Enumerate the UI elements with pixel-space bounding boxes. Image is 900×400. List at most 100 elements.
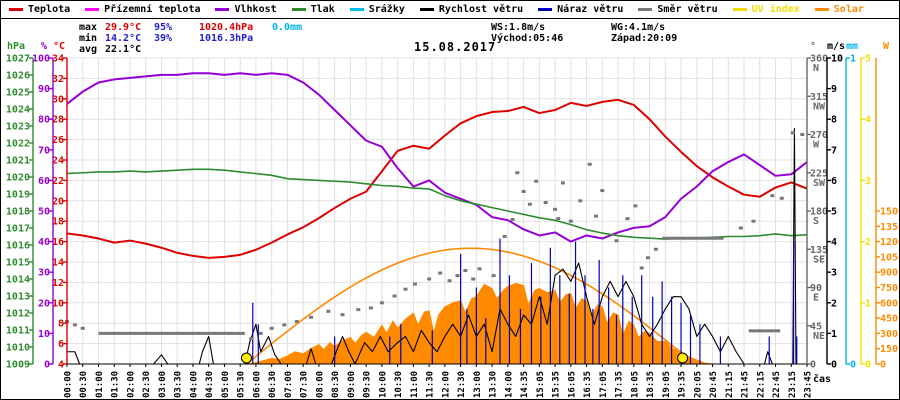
x-tick-label: 20:45 bbox=[709, 371, 719, 398]
axes-group: hPa1027102610251024102310221021102010191… bbox=[6, 41, 899, 371]
x-tick-label: 04:00 bbox=[189, 371, 199, 398]
x-tick-label: 23:45 bbox=[804, 371, 814, 398]
wind-direction-dot bbox=[625, 217, 630, 221]
wind-direction-dot bbox=[471, 277, 476, 281]
x-tick-label: 00:30 bbox=[79, 371, 89, 398]
axis-tick-label: 1010 bbox=[6, 343, 30, 354]
axis-unit-label: % bbox=[41, 41, 47, 52]
wind-direction-dot bbox=[543, 201, 548, 204]
rain-total: 0.0mm bbox=[272, 22, 303, 33]
axis-tick-label: 1009 bbox=[6, 360, 30, 371]
wind-direction-dot bbox=[379, 301, 384, 305]
axis-direction-label: N bbox=[813, 63, 819, 74]
series-solar-clear-sky bbox=[245, 247, 695, 365]
x-tick-label: 18:35 bbox=[646, 371, 656, 398]
legend-swatch bbox=[538, 8, 553, 11]
wind-direction-dot bbox=[779, 196, 784, 200]
axis-tick-label: 80 bbox=[38, 115, 50, 126]
axis-tick-label: 1013 bbox=[6, 292, 30, 303]
min-humidity: 39% bbox=[154, 33, 173, 44]
wind-direction-dot bbox=[455, 274, 460, 278]
axis-tick-label: 10 bbox=[38, 329, 50, 340]
legend-swatch bbox=[9, 8, 23, 11]
stats-max-row: max 29.9°C 95% 1020.4hPa 0.0mm bbox=[79, 22, 302, 33]
axis-tick-label: 1019 bbox=[6, 190, 30, 201]
x-tick-label: 19:35 bbox=[678, 371, 688, 398]
x-tick-label: 22:15 bbox=[756, 371, 766, 398]
y-axis-temperature: °C 34 32 30 28 26 24 22 20 18 16 14 12 10 8 6 4 bbox=[52, 41, 68, 371]
wind-direction-dot bbox=[309, 315, 314, 319]
wind-direction-dot bbox=[340, 313, 345, 317]
wind-direction-dot bbox=[282, 323, 287, 327]
wind-direction-dot bbox=[751, 219, 756, 223]
axis-tick-label: 20 bbox=[38, 298, 50, 309]
legend-label: Rychlost větru bbox=[438, 4, 524, 15]
axis-tick-label: 1017 bbox=[6, 224, 30, 235]
axis-tick-label: 1015 bbox=[6, 258, 30, 269]
wind-direction-dot bbox=[790, 131, 795, 135]
x-tick-label: 03:00 bbox=[158, 371, 168, 398]
axis-tick-label: 90 bbox=[38, 84, 50, 95]
axis-tick-label: 1011 bbox=[6, 326, 30, 337]
x-tick-label: 08:00 bbox=[315, 371, 325, 398]
gridlines bbox=[66, 57, 808, 365]
x-tick-label: 13:30 bbox=[489, 371, 499, 398]
legend-item-7: Náraz větru bbox=[538, 4, 623, 15]
legend-item-4: Tlak bbox=[291, 4, 335, 15]
legend-label: Teplota bbox=[28, 4, 71, 15]
axis-unit-label: hPa bbox=[7, 41, 25, 52]
wind-direction-dot bbox=[515, 171, 520, 175]
axis-direction-label: E bbox=[813, 293, 819, 304]
axis-direction-label: W bbox=[813, 140, 820, 151]
axis-tick-label: 600 bbox=[880, 298, 898, 309]
axis-tick-label: 14 bbox=[52, 258, 64, 269]
series-teplota bbox=[66, 98, 808, 259]
axis-unit-label: mm bbox=[846, 41, 858, 52]
axis-tick-label: 360 bbox=[810, 54, 828, 65]
axis-tick-label: 750 bbox=[880, 283, 898, 294]
wind-direction-dot bbox=[653, 247, 658, 251]
x-tick-label: 20:05 bbox=[693, 371, 703, 398]
series-sm-r-v-tru bbox=[65, 131, 805, 340]
x-tick-label: 09:30 bbox=[363, 371, 373, 398]
wind-direction-dot bbox=[80, 326, 85, 330]
axis-direction-label: NW bbox=[813, 101, 826, 112]
wind-direction-dot bbox=[553, 207, 558, 211]
axis-tick-label: 1 bbox=[865, 298, 871, 309]
axis-tick-label: 1023 bbox=[6, 122, 30, 133]
min-label: min bbox=[79, 33, 98, 44]
x-tick-label: 10:30 bbox=[394, 371, 404, 398]
wind-direction-dot bbox=[326, 309, 331, 313]
x-tick-label: 15:05 bbox=[536, 371, 546, 398]
x-tick-label: 14:35 bbox=[520, 371, 530, 398]
avg-label: avg bbox=[79, 44, 98, 55]
x-tick-label: 14:00 bbox=[504, 371, 514, 398]
x-axis-labels: 00:00 00:30 01:00 01:30 02:00 02:30 03:00 03:30… bbox=[64, 364, 831, 398]
y-axis-solar: W15001350120010509007506004503001500 bbox=[875, 41, 899, 371]
axis-tick-label: 45 bbox=[810, 321, 822, 332]
wind-direction-dot bbox=[463, 269, 468, 272]
x-tick-label: 05:30 bbox=[237, 371, 247, 398]
wind-direction-dot bbox=[368, 306, 373, 310]
wind-direction-dot bbox=[600, 189, 605, 193]
x-tick-label: 21:45 bbox=[741, 371, 751, 398]
x-tick-label: 06:30 bbox=[268, 371, 278, 398]
axis-tick-label: 10 bbox=[52, 298, 64, 309]
axis-tick-label: 0 bbox=[865, 360, 871, 371]
axis-tick-label: 6 bbox=[58, 339, 64, 350]
axis-tick-label: 4 bbox=[831, 237, 837, 248]
y-axis-rain: mm 1 0 bbox=[845, 41, 858, 371]
axis-tick-label: 1026 bbox=[6, 71, 30, 82]
wind-direction-dot bbox=[269, 326, 274, 330]
axis-tick-label: 0 bbox=[850, 360, 856, 371]
wind-summary-row: WS:1.8m/s WG:4.1m/s bbox=[491, 22, 677, 33]
axis-tick-label: 1 bbox=[831, 329, 837, 340]
wind-direction-dot bbox=[294, 320, 299, 323]
axis-tick-label: 2 bbox=[865, 237, 871, 248]
axis-tick-label: 8 bbox=[58, 319, 64, 330]
wind-direction-dot bbox=[639, 266, 644, 270]
x-tick-label: 12:00 bbox=[441, 371, 451, 398]
axis-tick-label: 0 bbox=[831, 360, 837, 371]
